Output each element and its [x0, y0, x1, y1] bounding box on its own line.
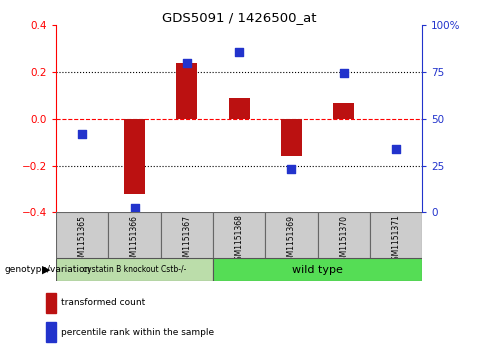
- Text: GSM1151371: GSM1151371: [391, 215, 401, 265]
- Bar: [281, 119, 302, 156]
- Point: [287, 166, 295, 172]
- Text: GSM1151369: GSM1151369: [287, 215, 296, 266]
- Bar: [370, 212, 422, 258]
- Text: GSM1151365: GSM1151365: [78, 215, 87, 266]
- Bar: [318, 212, 370, 258]
- Bar: [176, 63, 197, 119]
- Bar: [56, 258, 213, 281]
- Text: transformed count: transformed count: [61, 298, 145, 307]
- Bar: [108, 212, 161, 258]
- Text: ▶: ▶: [42, 265, 51, 274]
- Point: [235, 49, 243, 55]
- Bar: [161, 212, 213, 258]
- Bar: [56, 212, 108, 258]
- Text: GSM1151366: GSM1151366: [130, 215, 139, 266]
- Point: [79, 131, 86, 137]
- Bar: [333, 102, 354, 119]
- Text: GSM1151368: GSM1151368: [235, 215, 244, 265]
- Bar: [213, 258, 422, 281]
- Text: percentile rank within the sample: percentile rank within the sample: [61, 328, 215, 337]
- Bar: [229, 98, 249, 119]
- Text: wild type: wild type: [292, 265, 343, 274]
- Point: [183, 60, 191, 66]
- Bar: [46, 293, 56, 313]
- Point: [392, 146, 400, 152]
- Text: GSM1151367: GSM1151367: [183, 215, 191, 266]
- Bar: [46, 322, 56, 342]
- Bar: [124, 119, 145, 194]
- Point: [340, 70, 347, 76]
- Text: genotype/variation: genotype/variation: [5, 265, 91, 274]
- Point: [131, 205, 139, 211]
- Title: GDS5091 / 1426500_at: GDS5091 / 1426500_at: [162, 11, 316, 24]
- Bar: [265, 212, 318, 258]
- Text: cystatin B knockout Cstb-/-: cystatin B knockout Cstb-/-: [83, 265, 186, 274]
- Bar: [213, 212, 265, 258]
- Text: GSM1151370: GSM1151370: [339, 215, 348, 266]
